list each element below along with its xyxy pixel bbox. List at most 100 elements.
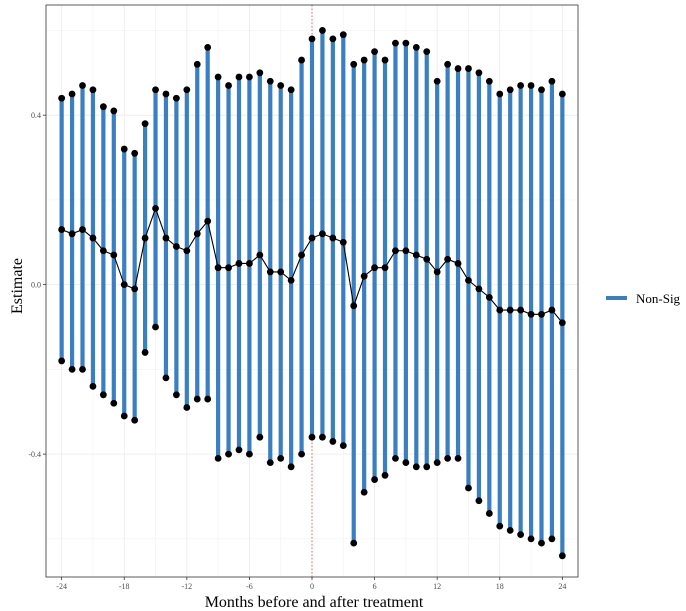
estimate-point — [99, 247, 107, 255]
lower-bound-point — [329, 438, 337, 445]
estimate-point — [433, 268, 441, 276]
upper-bound-point — [79, 82, 86, 89]
lower-bound-point — [506, 526, 514, 534]
upper-bound-point — [99, 103, 107, 111]
lower-bound-point — [402, 459, 410, 466]
upper-bound-point — [162, 90, 170, 98]
upper-bound-point — [131, 149, 139, 157]
estimate-point — [120, 281, 128, 289]
estimate-point — [402, 247, 410, 255]
upper-bound-point — [110, 107, 118, 115]
upper-bound-point — [235, 73, 243, 81]
y-axis-title: Estimate — [9, 258, 26, 314]
estimate-point — [423, 255, 431, 263]
estimate-point — [558, 319, 566, 327]
upper-bound-point — [277, 82, 285, 89]
estimate-point — [141, 234, 149, 242]
estimate-point — [360, 272, 368, 280]
upper-bound-point — [475, 69, 483, 77]
upper-bound-point — [214, 73, 222, 81]
x-tick-label: -24 — [56, 582, 67, 591]
upper-bound-point — [152, 86, 159, 94]
upper-bound-point — [465, 65, 472, 72]
estimate-point — [465, 277, 472, 284]
upper-bound-point — [412, 43, 420, 51]
lower-bound-point — [99, 391, 107, 399]
x-tick-label: -18 — [119, 582, 130, 591]
lower-bound-point — [444, 454, 452, 462]
estimate-point — [308, 234, 316, 242]
estimate-point — [58, 226, 66, 233]
upper-bound-point — [120, 145, 128, 153]
estimate-point — [131, 285, 139, 293]
x-axis: -24 -18 -12 -6 0 6 12 18 24 — [56, 577, 566, 591]
lower-bound-point — [548, 535, 556, 543]
x-axis-title: Months before and after treatment — [205, 594, 424, 611]
upper-bound-point — [527, 82, 535, 89]
lower-bound-point — [68, 365, 76, 373]
lower-bound-point — [392, 454, 399, 462]
estimate-point — [277, 268, 285, 276]
upper-bound-point — [204, 43, 212, 51]
upper-bound-point — [381, 56, 389, 64]
x-tick-label: 6 — [373, 582, 377, 591]
estimate-point — [287, 277, 295, 284]
upper-bound-point — [329, 35, 337, 43]
lower-bound-point — [89, 382, 97, 390]
lower-bound-point — [496, 522, 504, 530]
lower-bound-point — [350, 539, 358, 547]
x-tick-label: 12 — [433, 582, 441, 591]
lower-bound-point — [162, 374, 170, 382]
upper-bound-point — [339, 31, 347, 39]
lower-bound-point — [538, 539, 545, 547]
estimate-point — [79, 226, 86, 233]
estimate-point — [350, 302, 358, 310]
lower-bound-point — [58, 357, 66, 365]
upper-bound-point — [360, 56, 368, 64]
upper-bound-point — [371, 48, 378, 56]
estimate-point — [496, 306, 504, 314]
lower-bound-point — [319, 433, 326, 441]
upper-bound-point — [444, 60, 452, 68]
upper-bound-point — [454, 65, 462, 72]
lower-bound-point — [79, 365, 86, 373]
estimate-point — [162, 234, 170, 242]
legend-label-non-sig: Non-Sig — [636, 291, 681, 306]
x-tick-label: -6 — [246, 582, 253, 591]
estimate-point — [183, 247, 191, 255]
upper-bound-point — [266, 77, 274, 85]
estimate-point — [110, 251, 118, 259]
estimate-point — [517, 306, 525, 314]
estimate-point — [454, 260, 462, 267]
estimate-point — [214, 264, 222, 272]
lower-bound-point — [371, 476, 378, 483]
lower-bound-point — [131, 416, 139, 424]
lower-bound-point — [308, 433, 316, 441]
estimate-point — [193, 230, 201, 238]
legend: Non-Sig — [606, 291, 681, 306]
estimate-point — [485, 293, 493, 301]
upper-bound-point — [350, 60, 358, 68]
upper-bound-point — [558, 90, 566, 98]
estimate-point — [246, 260, 253, 267]
estimate-point — [548, 306, 556, 314]
lower-bound-point — [193, 395, 201, 403]
upper-bound-point — [517, 82, 525, 89]
estimate-point — [266, 268, 274, 276]
estimate-point — [392, 247, 399, 255]
lower-bound-point — [204, 395, 212, 403]
lower-bound-point — [433, 459, 441, 466]
lower-bound-point — [298, 450, 305, 458]
lower-bound-point — [235, 446, 243, 454]
lower-bound-point — [454, 454, 462, 462]
lower-bound-point — [246, 450, 253, 458]
upper-bound-point — [496, 90, 504, 98]
upper-bound-point — [298, 56, 305, 64]
lower-bound-point — [141, 349, 149, 356]
y-axis: -0.4 0.0 0.4 — [28, 111, 46, 459]
estimate-point — [225, 264, 232, 272]
estimate-point — [172, 243, 180, 250]
estimate-point — [152, 204, 159, 212]
x-tick-label: -12 — [181, 582, 192, 591]
